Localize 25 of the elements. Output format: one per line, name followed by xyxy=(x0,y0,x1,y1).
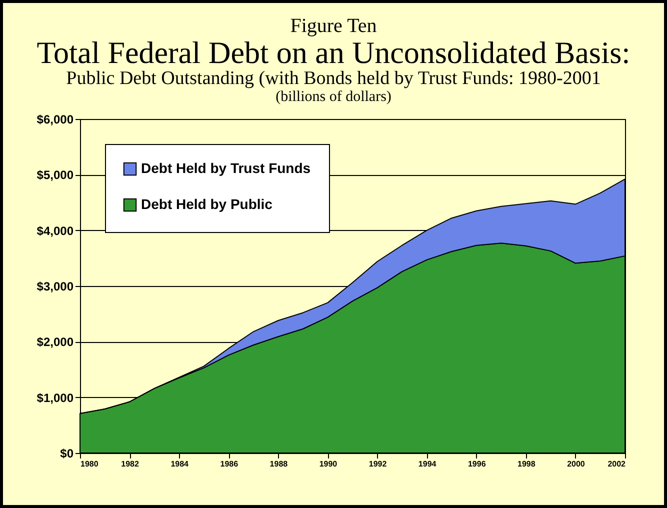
text: (billions of dollars) xyxy=(274,89,392,105)
x-tick-label: 1988 xyxy=(269,460,288,468)
y-tick-label: $2,000 xyxy=(36,335,74,350)
y-tick-label: $5,000 xyxy=(36,168,74,182)
chart-title: Total Federal Debt on an Unconsolidated Basis: xyxy=(36,35,632,70)
x-tick-label: 2000 xyxy=(566,460,585,468)
y-tick-label: $4,000 xyxy=(36,224,74,238)
x-tick-label: 1994 xyxy=(418,460,436,468)
legend-label: Debt Held by Public xyxy=(140,196,272,212)
x-tick-label: 1980 xyxy=(80,460,98,468)
y-tick-label: $0 xyxy=(60,446,74,460)
x-tick-label: 1990 xyxy=(318,460,338,468)
x-tick-label: 1984 xyxy=(170,460,189,468)
x-tick-label: 1992 xyxy=(368,460,387,468)
chart-subtitle: Public Debt Outstanding (with Bonds held by Trust Funds: 1980-2001 xyxy=(65,68,602,89)
x-tick-label: 1996 xyxy=(467,460,486,468)
y-tick-label: $3,000 xyxy=(36,280,74,294)
legend-label: Debt Held by Trust Funds xyxy=(140,160,310,176)
x-tick-label: 1998 xyxy=(517,460,536,468)
text: Figure Ten xyxy=(289,15,378,37)
x-tick-label: 2002 xyxy=(607,460,626,468)
y-tick-label: $6,000 xyxy=(36,112,74,126)
y-tick-label: $1,000 xyxy=(36,390,74,405)
x-tick-label: 1982 xyxy=(120,460,139,468)
x-tick-label: 1986 xyxy=(220,460,238,468)
